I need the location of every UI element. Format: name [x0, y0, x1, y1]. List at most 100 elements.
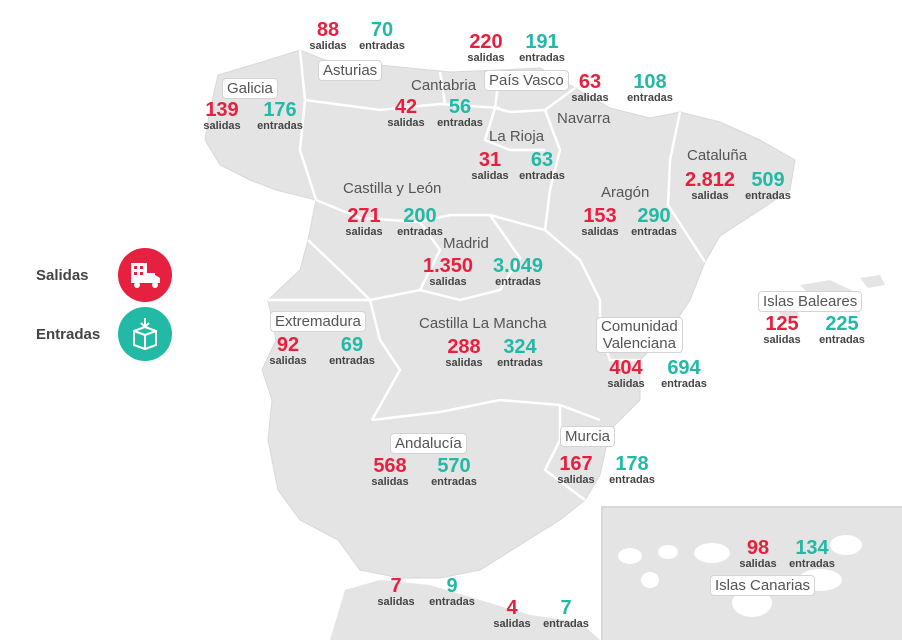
cantabria-salidas: 42 salidas: [376, 97, 436, 129]
entradas-word: entradas: [497, 357, 543, 369]
entradas-word: entradas: [745, 190, 791, 202]
building-truck-icon: [118, 248, 172, 302]
canarias-salidas: 98 salidas: [728, 538, 788, 570]
navarra-salidas: 63 salidas: [560, 72, 620, 104]
la-rioja-entradas: 63 entradas: [512, 150, 572, 182]
region-label-aragon: Aragón: [601, 184, 650, 201]
salidas-word: salidas: [581, 226, 619, 238]
cataluna-salidas-value: 2.812: [684, 169, 736, 191]
canary-inset: [601, 506, 902, 640]
region-label-extremadura: Extremadura: [270, 311, 366, 332]
madrid-salidas: 1.350 salidas: [418, 256, 478, 288]
salidas-word: salidas: [377, 596, 415, 608]
salidas-word: salidas: [691, 190, 729, 202]
salidas-word: salidas: [345, 226, 383, 238]
castilla-leon-salidas-value: 271: [347, 205, 381, 227]
salidas-word: salidas: [203, 120, 241, 132]
box-arrow-in-icon: [118, 307, 172, 361]
extremadura-salidas: 92 salidas: [258, 335, 318, 367]
salidas-word: salidas: [445, 357, 483, 369]
madrid-entradas: 3.049 entradas: [488, 256, 548, 288]
cataluna-entradas: 509 entradas: [738, 170, 798, 202]
pais-vasco-salidas: 220 salidas: [456, 32, 516, 64]
salidas-word: salidas: [309, 40, 347, 52]
melilla-salidas-value: 4: [506, 597, 518, 619]
cantabria-salidas-value: 42: [394, 96, 418, 118]
cataluna-salidas: 2.812 salidas: [680, 170, 740, 202]
galicia-entradas: 176 entradas: [250, 100, 310, 132]
cantabria-entradas: 56 entradas: [430, 97, 490, 129]
baleares-salidas: 125 salidas: [752, 314, 812, 346]
navarra-entradas: 108 entradas: [620, 72, 680, 104]
castilla-mancha-entradas-value: 324: [503, 336, 537, 358]
region-label-galicia: Galicia: [222, 78, 278, 99]
salidas-word: salidas: [387, 117, 425, 129]
castilla-mancha-salidas: 288 salidas: [434, 337, 494, 369]
madrid-entradas-value: 3.049: [492, 255, 544, 277]
entradas-word: entradas: [631, 226, 677, 238]
melilla-salidas: 4 salidas: [482, 598, 542, 630]
salidas-word: salidas: [493, 618, 531, 630]
legend-salidas-label: Salidas: [36, 266, 89, 284]
aragon-entradas-value: 290: [637, 205, 671, 227]
legend-entradas-label: Entradas: [36, 325, 101, 343]
navarra-salidas-value: 63: [578, 71, 602, 93]
entradas-word: entradas: [789, 558, 835, 570]
entradas-word: entradas: [359, 40, 405, 52]
baleares-entradas: 225 entradas: [812, 314, 872, 346]
ceuta-entradas-value: 9: [446, 575, 458, 597]
salidas-word: salidas: [429, 276, 467, 288]
region-label-asturias: Asturias: [318, 60, 383, 81]
entradas-word: entradas: [661, 378, 707, 390]
murcia-entradas: 178 entradas: [602, 454, 662, 486]
region-label-castilla-mancha: Castilla La Mancha: [419, 315, 547, 332]
la-rioja-salidas: 31 salidas: [460, 150, 520, 182]
salidas-word: salidas: [371, 476, 409, 488]
region-label-cantabria: Cantabria: [411, 77, 477, 94]
north-africa-coast: [330, 580, 600, 640]
entradas-word: entradas: [627, 92, 673, 104]
andalucia-salidas: 568 salidas: [360, 456, 420, 488]
salidas-word: salidas: [763, 334, 801, 346]
aragon-salidas: 153 salidas: [570, 206, 630, 238]
region-label-c-valenciana-line1: Comunidad: [601, 318, 678, 335]
murcia-salidas: 167 salidas: [546, 454, 606, 486]
melilla-entradas-value: 7: [560, 597, 572, 619]
cantabria-entradas-value: 56: [448, 96, 472, 118]
ceuta-salidas: 7 salidas: [366, 576, 426, 608]
madrid-salidas-value: 1.350: [422, 255, 474, 277]
andalucia-salidas-value: 568: [373, 455, 407, 477]
entradas-word: entradas: [495, 276, 541, 288]
canarias-salidas-value: 98: [746, 537, 770, 559]
salidas-word: salidas: [467, 52, 505, 64]
asturias-salidas: 88 salidas: [298, 20, 358, 52]
cataluna-entradas-value: 509: [751, 169, 785, 191]
castilla-leon-entradas-value: 200: [403, 205, 437, 227]
canarias-entradas: 134 entradas: [782, 538, 842, 570]
castilla-leon-entradas: 200 entradas: [390, 206, 450, 238]
entradas-word: entradas: [609, 474, 655, 486]
region-label-murcia: Murcia: [560, 426, 616, 447]
c-valenciana-entradas: 694 entradas: [654, 358, 714, 390]
entradas-word: entradas: [397, 226, 443, 238]
salidas-word: salidas: [269, 355, 307, 367]
canarias-entradas-value: 134: [795, 537, 829, 559]
navarra-entradas-value: 108: [633, 71, 667, 93]
pais-vasco-entradas: 191 entradas: [512, 32, 572, 64]
c-valenciana-salidas-value: 404: [609, 357, 643, 379]
entradas-word: entradas: [429, 596, 475, 608]
ceuta-salidas-value: 7: [390, 575, 402, 597]
salidas-word: salidas: [557, 474, 595, 486]
aragon-salidas-value: 153: [583, 205, 617, 227]
entradas-word: entradas: [437, 117, 483, 129]
salidas-word: salidas: [739, 558, 777, 570]
asturias-entradas-value: 70: [370, 19, 394, 41]
entradas-word: entradas: [519, 52, 565, 64]
murcia-salidas-value: 167: [559, 453, 593, 475]
region-label-baleares: Islas Baleares: [758, 291, 863, 312]
entradas-word: entradas: [819, 334, 865, 346]
pais-vasco-salidas-value: 220: [469, 31, 503, 53]
salidas-word: salidas: [471, 170, 509, 182]
castilla-mancha-salidas-value: 288: [447, 336, 481, 358]
salidas-word: salidas: [571, 92, 609, 104]
